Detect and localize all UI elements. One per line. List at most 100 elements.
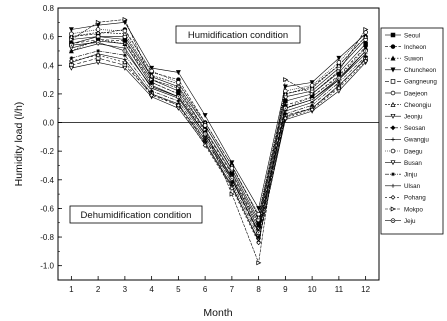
- y-tick-label: -0.8: [40, 233, 54, 242]
- data-point: [68, 27, 74, 33]
- legend-marker-dot: [392, 220, 394, 222]
- x-tick-label: 5: [176, 285, 181, 294]
- legend-label: Suwon: [404, 56, 424, 63]
- legend-marker: [390, 195, 396, 200]
- data-point: [336, 68, 342, 74]
- y-tick-label: -0.2: [40, 147, 54, 156]
- legend-item: Daegu: [385, 148, 423, 155]
- data-point: [69, 49, 74, 53]
- data-point: [363, 54, 368, 59]
- legend-item: Chuncheon: [385, 67, 437, 74]
- y-tick-label: 0.4: [43, 61, 55, 70]
- x-tick-label: 7: [230, 285, 235, 294]
- data-point: [283, 77, 289, 83]
- legend-item: Busan: [385, 160, 422, 167]
- legend-item: Seosan: [385, 125, 426, 132]
- x-tick-label: 1: [69, 285, 74, 294]
- data-point: [149, 65, 155, 71]
- legend-marker: [391, 137, 395, 142]
- series-line: [71, 57, 366, 236]
- x-tick-label: 12: [361, 285, 370, 294]
- y-tick-label: -0.6: [40, 204, 54, 213]
- legend-marker: [390, 148, 396, 154]
- series-pohang: [68, 52, 369, 246]
- legend-label: Jeonju: [404, 114, 423, 121]
- data-point: [68, 65, 74, 71]
- legend-item: Gangneung: [385, 79, 437, 86]
- x-tick-label: 9: [283, 285, 288, 294]
- x-tick-label: 11: [335, 285, 344, 294]
- legend-item: Ulsan: [385, 183, 421, 190]
- data-point: [256, 206, 262, 212]
- dehumidification-annotation: Dehumidification condition: [69, 205, 203, 224]
- legend-label: Pohang: [404, 195, 426, 202]
- data-point: [256, 211, 261, 217]
- data-point: [309, 91, 315, 97]
- x-tick-label: 3: [123, 285, 128, 294]
- data-point-dot: [365, 50, 367, 52]
- y-tick-label: -0.4: [40, 176, 54, 185]
- data-point-dot: [204, 133, 206, 135]
- legend-label: Mokpo: [404, 206, 423, 213]
- data-point: [229, 160, 235, 166]
- data-point-dot: [284, 107, 286, 109]
- data-point-dot: [338, 77, 340, 79]
- y-tick-label: 0.0: [43, 119, 55, 128]
- legend-marker: [390, 160, 396, 166]
- data-point: [256, 240, 262, 246]
- data-point: [283, 112, 288, 116]
- legend-label: Incheon: [404, 44, 427, 51]
- x-tick-label: 4: [149, 285, 154, 294]
- data-point: [229, 180, 234, 185]
- legend-marker: [391, 172, 395, 177]
- y-axis-ticks: -1.0 -0.8 -0.6 -0.4 -0.2 0.0 0.2 0.4 0.6 0.8: [40, 4, 62, 281]
- dehumidification-annotation-text: Dehumidification condition: [81, 210, 192, 221]
- data-point: [256, 260, 262, 266]
- legend-label: Seosan: [404, 125, 426, 132]
- data-point: [149, 72, 155, 78]
- legend-item: Mokpo: [385, 206, 423, 213]
- legend-marker: [391, 183, 395, 188]
- legend-item: Daejeon: [385, 90, 428, 97]
- series-line: [71, 19, 366, 264]
- x-tick-label: 8: [256, 285, 261, 294]
- legend-label: Chuncheon: [404, 67, 437, 74]
- series-mokpo: [69, 16, 369, 266]
- x-tick-label: 2: [96, 285, 101, 294]
- series-line: [71, 21, 366, 210]
- data-point: [122, 65, 128, 71]
- data-point: [309, 107, 315, 113]
- legend-marker: [390, 101, 396, 107]
- data-point-dot: [258, 232, 260, 234]
- legend-label: Daejeon: [404, 90, 428, 97]
- data-point-dot: [70, 44, 72, 46]
- data-point: [96, 49, 101, 53]
- series-line: [71, 29, 366, 217]
- series-line: [71, 43, 366, 233]
- x-axis-title: Month: [203, 307, 232, 319]
- data-point: [256, 214, 262, 220]
- dehumidification-annotation-box: [69, 205, 203, 224]
- data-point: [149, 89, 154, 93]
- data-point: [229, 185, 235, 191]
- data-point-dot: [97, 41, 99, 43]
- legend-item: Pohang: [385, 195, 426, 202]
- x-tick-label: 6: [203, 285, 208, 294]
- series-line: [71, 29, 366, 215]
- legend-label: Ulsan: [404, 183, 421, 190]
- series-jinju: [69, 49, 368, 239]
- data-point: [363, 58, 369, 64]
- legend-marker: [390, 67, 396, 73]
- series-daegu: [69, 27, 368, 217]
- data-point: [95, 29, 101, 35]
- legend-label: Gangneung: [404, 79, 437, 86]
- data-point: [175, 102, 181, 108]
- legend: Seoul Incheon Suwon Chuncheon Gangneung Daeje…: [380, 27, 444, 235]
- legend-marker: [390, 79, 396, 84]
- data-point: [202, 127, 208, 133]
- data-point: [363, 44, 369, 50]
- data-point: [363, 27, 369, 32]
- legend-item: Jeju: [385, 218, 416, 225]
- legend-item: Jinju: [385, 172, 417, 179]
- data-point: [363, 33, 369, 39]
